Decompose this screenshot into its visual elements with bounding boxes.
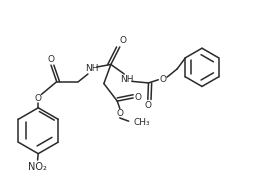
Text: O: O [134, 93, 141, 102]
Text: CH₃: CH₃ [133, 118, 150, 127]
Text: O: O [35, 94, 42, 103]
Text: O: O [119, 36, 127, 45]
Text: NO₂: NO₂ [28, 162, 47, 172]
Text: NH: NH [120, 75, 133, 84]
Text: O: O [116, 109, 123, 118]
Text: O: O [144, 101, 151, 110]
Text: O: O [47, 55, 55, 64]
Text: NH: NH [85, 64, 99, 73]
Text: O: O [159, 75, 166, 84]
